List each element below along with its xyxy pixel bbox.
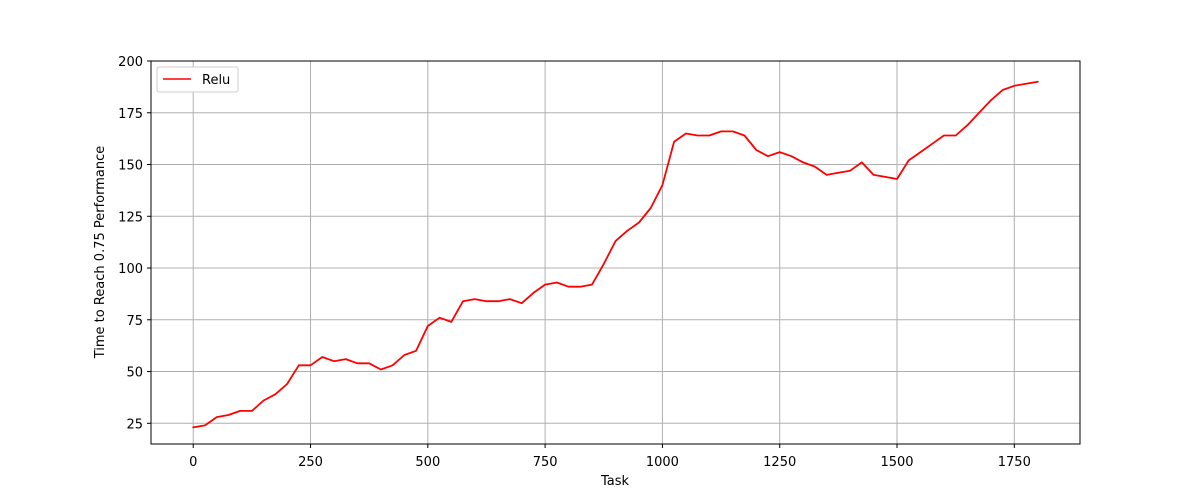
y-tick-label: 200: [118, 55, 143, 70]
legend-box: [156, 66, 239, 93]
x-tick-label: 750: [533, 455, 558, 470]
y-tick-label: 150: [118, 159, 143, 174]
y-tick-label: 25: [126, 417, 143, 432]
y-tick-label: 100: [118, 262, 143, 277]
y-axis-label: Time to Reach 0.75 Performance: [93, 146, 108, 360]
x-axis-label: Task: [600, 474, 630, 489]
legend-label-relu: Relu: [202, 73, 230, 88]
y-tick-label: 75: [126, 314, 143, 329]
series-line-relu: [192, 80, 1039, 429]
x-tick-label: 250: [298, 455, 323, 470]
x-tick-label: 1500: [880, 455, 913, 470]
plot-background: [151, 61, 1080, 444]
x-tick-label: 1750: [998, 455, 1031, 470]
series-layer: [192, 80, 1039, 429]
x-tick-label: 0: [189, 455, 197, 470]
grid: [151, 60, 1080, 444]
y-tick-label: 50: [126, 366, 143, 381]
plot-frame: [150, 60, 1081, 445]
y-tick-label: 125: [118, 210, 143, 225]
ticks: 0 250 500 750 1000 1250 1500 1750 25 50 75 100 125 15…: [118, 55, 1031, 470]
x-tick-label: 1250: [763, 455, 796, 470]
legend: Relu: [156, 66, 239, 93]
y-tick-label: 175: [118, 107, 143, 122]
x-tick-label: 1000: [646, 455, 679, 470]
x-tick-label: 500: [415, 455, 440, 470]
